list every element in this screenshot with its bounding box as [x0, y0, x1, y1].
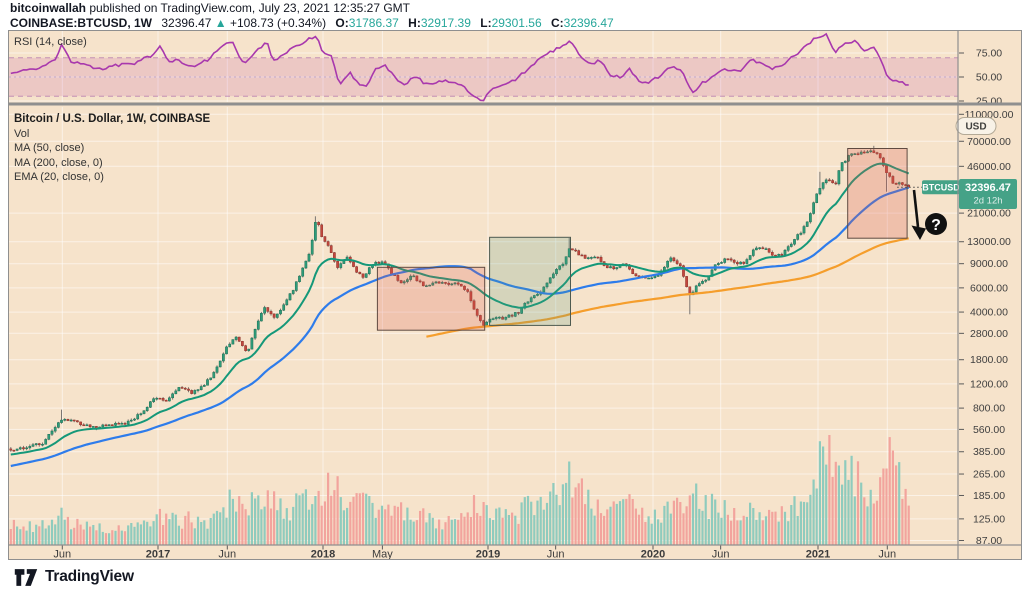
svg-text:6000.00: 6000.00 [970, 282, 1008, 294]
svg-text:USD: USD [965, 122, 986, 133]
svg-text:2020: 2020 [641, 549, 665, 561]
svg-text:125.00: 125.00 [973, 513, 1005, 525]
svg-text:2018: 2018 [311, 549, 335, 561]
svg-text:800.00: 800.00 [973, 403, 1005, 415]
symbol-line: COINBASE:BTCUSD, 1W 32396.47 ▲ +108.73 (… [10, 16, 614, 31]
svg-text:Jun: Jun [53, 549, 71, 561]
chart-frame-border [8, 30, 1022, 560]
highlight-rectangle-1 [489, 236, 572, 326]
svg-text:2800.00: 2800.00 [970, 328, 1008, 340]
up-arrow-icon: ▲ [214, 15, 227, 30]
svg-text:2017: 2017 [146, 549, 170, 561]
svg-text:50.00: 50.00 [976, 72, 1002, 84]
svg-text:2019: 2019 [476, 549, 500, 561]
svg-text:265.00: 265.00 [973, 469, 1005, 481]
currency-unit-button [955, 117, 997, 135]
svg-text:32396.47: 32396.47 [965, 182, 1011, 194]
svg-text:87.00: 87.00 [976, 535, 1002, 547]
svg-text:560.00: 560.00 [973, 424, 1005, 436]
svg-text:?: ? [931, 217, 941, 234]
svg-text:May: May [372, 549, 393, 561]
high-value: 32917.39 [420, 15, 471, 30]
publish-header: bitcoinwallah published on TradingView.c… [10, 1, 614, 30]
svg-text:1200.00: 1200.00 [970, 378, 1008, 390]
svg-text:70000.00: 70000.00 [967, 136, 1011, 148]
rsi-band [9, 57, 958, 97]
low-value: 29301.56 [491, 15, 542, 30]
svg-text:21000.00: 21000.00 [967, 208, 1011, 220]
chart-background [8, 30, 1022, 560]
highlight-rectangle-0 [376, 266, 486, 331]
volume-bars [9, 435, 910, 545]
rsi-line [10, 32, 909, 102]
chart-legend[interactable]: Bitcoin / U.S. Dollar, 1W, COINBASE Vol MA… [14, 112, 210, 185]
svg-text:25.00: 25.00 [976, 96, 1002, 108]
publish-line: bitcoinwallah published on TradingView.c… [10, 1, 614, 16]
last-price: 32396.47 [161, 15, 212, 30]
candlesticks [9, 145, 911, 452]
ma200-line [426, 237, 909, 338]
ma50-line [10, 186, 909, 468]
rsi-indicator-label[interactable]: RSI (14, close) [14, 36, 87, 48]
highlight-rectangle-2 [847, 148, 908, 239]
open-label: O: [335, 15, 349, 30]
symbol-tag-badge [922, 180, 960, 195]
legend-line-4: EMA (20, close, 0) [14, 171, 104, 184]
svg-text:46000.00: 46000.00 [967, 161, 1011, 173]
down-arrow-icon [912, 189, 920, 228]
svg-text:9000.00: 9000.00 [970, 258, 1008, 270]
tradingview-logo-icon[interactable] [14, 568, 38, 587]
svg-text:185.00: 185.00 [973, 490, 1005, 502]
legend-line-0: Bitcoin / U.S. Dollar, 1W, COINBASE [14, 113, 211, 125]
close-label: C: [550, 15, 564, 30]
price-change: +108.73 (+0.34%) [230, 15, 327, 30]
svg-text:2d 12h: 2d 12h [973, 196, 1002, 207]
svg-text:Jun: Jun [878, 549, 896, 561]
svg-text:1800.00: 1800.00 [970, 354, 1008, 366]
ema20-line [10, 162, 910, 456]
price-axis-badge [959, 179, 1017, 210]
svg-text:13000.00: 13000.00 [967, 236, 1011, 248]
tradingview-footer[interactable]: TradingView [14, 565, 134, 589]
high-label: H: [408, 15, 421, 30]
publish-info: published on TradingView.com, July 23, 2… [89, 1, 411, 15]
svg-text:75.00: 75.00 [976, 48, 1002, 60]
legend-line-2: MA (50, close) [14, 142, 85, 155]
moving-average-lines [10, 162, 910, 468]
question-mark-icon [925, 213, 947, 235]
svg-text:385.00: 385.00 [973, 446, 1005, 458]
symbol-title: COINBASE:BTCUSD, 1W [10, 15, 153, 30]
author-name: bitcoinwallah [10, 1, 87, 15]
legend-line-1: Vol [14, 127, 30, 140]
svg-text:Jun: Jun [712, 549, 730, 561]
open-value: 31786.37 [348, 15, 399, 30]
svg-text:BTCUSD: BTCUSD [922, 183, 960, 193]
svg-text:2021: 2021 [806, 549, 830, 561]
low-label: L: [480, 15, 492, 30]
svg-text:Jun: Jun [218, 549, 236, 561]
close-value: 32396.47 [563, 15, 614, 30]
svg-text:4000.00: 4000.00 [970, 307, 1008, 319]
legend-line-3: MA (200, close, 0) [14, 156, 103, 169]
svg-text:Jun: Jun [547, 549, 565, 561]
tradingview-brand[interactable]: TradingView [45, 568, 134, 585]
